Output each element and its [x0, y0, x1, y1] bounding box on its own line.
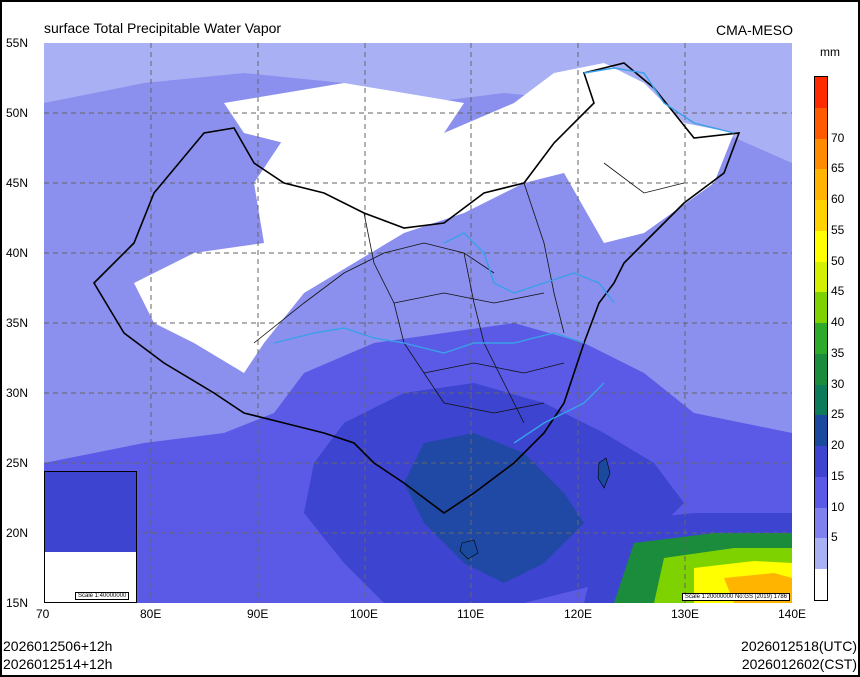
init-time-utc: 2026012506+12h: [3, 638, 113, 654]
lon-label-90: 90E: [247, 607, 269, 621]
lat-label-45: 45N: [6, 176, 29, 190]
colorbar-swatch: [815, 353, 827, 385]
colorbar-label: 10: [831, 499, 845, 514]
colorbar-unit: mm: [820, 45, 840, 59]
colorbar: [814, 76, 828, 601]
colorbar-swatch: [815, 569, 827, 600]
colorbar-label: 15: [831, 468, 845, 483]
lat-label-15: 15N: [6, 596, 29, 610]
colorbar-swatch: [815, 538, 827, 569]
colorbar-label: 5: [831, 530, 838, 545]
colorbar-label: 25: [831, 407, 845, 422]
national-boundary: [92, 62, 741, 514]
colorbar-swatch: [815, 261, 827, 293]
field-south-25-30: [404, 433, 584, 583]
colorbar-swatch: [815, 323, 827, 354]
colorbar-label: 70: [831, 130, 845, 145]
lat-label-25: 25N: [6, 456, 29, 470]
colorbar-label: 50: [831, 253, 845, 268]
lon-label-120: 120E: [564, 607, 593, 621]
lon-label-100: 100E: [350, 607, 379, 621]
lon-label-70: 70: [36, 607, 50, 621]
taiwan-island: [597, 457, 611, 489]
graticule: [44, 43, 792, 603]
colorbar-label: 45: [831, 284, 845, 299]
colorbar-swatch: [815, 446, 827, 477]
colorbar-label: 65: [831, 161, 845, 176]
map-title: surface Total Precipitable Water Vapor: [44, 20, 282, 36]
colorbar-swatch: [815, 476, 827, 508]
inset-scale-label: Scale 1:40000000: [75, 592, 130, 600]
colorbar-label: 55: [831, 222, 845, 237]
lat-label-50: 50N: [6, 106, 29, 120]
lon-label-110: 110E: [457, 607, 485, 621]
agency-label: CMA-MESO: [716, 22, 793, 38]
colorbar-swatch: [815, 169, 827, 200]
colorbar-label: 30: [831, 376, 845, 391]
lon-label-80: 80E: [140, 607, 162, 621]
colorbar-label: 35: [831, 345, 845, 360]
rivers: [273, 67, 735, 444]
lon-label-130: 130E: [671, 607, 700, 621]
colorbar-label: 60: [831, 192, 845, 207]
inset-map: Scale 1:40000000: [44, 471, 137, 603]
lat-label-55: 55N: [6, 36, 29, 50]
colorbar-swatch: [815, 384, 827, 416]
colorbar-swatch: [815, 507, 827, 539]
map-scale-label: Scale 1:20000000 No:GS (2019) 1786: [681, 593, 790, 601]
colorbar-swatch: [815, 292, 827, 323]
colorbar-label: 20: [831, 438, 845, 453]
colorbar-swatch: [815, 200, 827, 231]
lat-label-35: 35N: [6, 316, 29, 330]
colorbar-label: 40: [831, 315, 845, 330]
hainan-island: [459, 539, 479, 560]
precipitable-water-map: Scale 1:40000000 Scale 1:20000000 No:GS …: [44, 43, 792, 603]
valid-time-utc: 2026012518(UTC): [741, 638, 857, 654]
valid-time-cst: 2026012602(CST): [741, 656, 857, 672]
lon-label-140: 140E: [778, 607, 807, 621]
colorbar-swatch: [815, 77, 827, 108]
init-time-cst: 2026012514+12h: [3, 656, 113, 672]
lat-label-40: 40N: [6, 246, 29, 260]
colorbar-swatch: [815, 138, 827, 170]
colorbar-swatch: [815, 230, 827, 262]
lat-label-20: 20N: [6, 526, 29, 540]
lat-label-30: 30N: [6, 386, 29, 400]
colorbar-swatch: [815, 107, 827, 139]
colorbar-swatch: [815, 415, 827, 446]
